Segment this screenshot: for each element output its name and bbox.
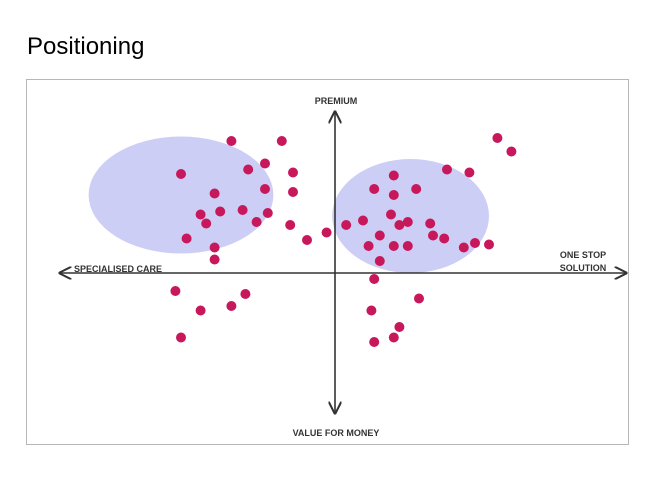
data-point-44: [369, 274, 380, 284]
data-point-22: [341, 220, 352, 230]
data-point-42: [484, 239, 494, 250]
data-point-40: [458, 242, 469, 253]
data-point-49: [226, 301, 237, 311]
page-title: Positioning: [27, 33, 145, 60]
axis-label-right-line-2: SOLUTION: [560, 263, 607, 273]
data-point-14: [201, 218, 212, 229]
data-point-25: [388, 170, 399, 181]
data-point-10: [195, 209, 206, 220]
data-point-28: [442, 164, 452, 175]
data-point-50: [195, 305, 206, 316]
data-point-34: [425, 218, 436, 229]
data-point-13: [262, 208, 273, 218]
data-point-3: [176, 169, 186, 179]
point-layer: [170, 133, 517, 347]
data-point-15: [251, 217, 262, 227]
data-point-5: [260, 158, 270, 169]
data-point-43: [374, 256, 385, 266]
data-point-27: [411, 184, 422, 194]
data-point-24: [369, 184, 380, 194]
data-point-23: [358, 215, 368, 226]
data-point-17: [181, 233, 192, 244]
data-point-37: [363, 241, 374, 251]
data-point-4: [243, 164, 254, 175]
data-point-16: [285, 220, 296, 230]
data-point-12: [237, 205, 248, 215]
data-point-31: [402, 217, 413, 227]
data-point-52: [414, 293, 424, 304]
data-point-18: [209, 242, 220, 253]
axis-label-top: PREMIUM: [315, 96, 358, 106]
data-point-20: [302, 235, 312, 245]
data-point-7: [209, 188, 220, 199]
data-point-39: [402, 241, 413, 251]
data-point-55: [388, 332, 399, 343]
data-point-38: [388, 241, 399, 251]
chart-frame: [26, 79, 629, 445]
data-point-53: [366, 305, 377, 316]
data-point-35: [428, 230, 438, 241]
data-point-29: [464, 167, 475, 178]
data-point-54: [394, 322, 405, 332]
data-point-19: [209, 254, 220, 265]
data-point-48: [240, 289, 251, 299]
axis-label-bottom: VALUE FOR MONEY: [293, 428, 380, 438]
cluster-ellipse-2: [332, 159, 489, 273]
data-point-45: [492, 133, 503, 143]
data-point-47: [170, 286, 181, 296]
data-point-6: [288, 167, 298, 178]
data-point-46: [506, 146, 517, 157]
cluster-layer: [88, 136, 489, 273]
data-point-30: [386, 209, 396, 220]
data-point-26: [388, 190, 399, 200]
data-point-33: [374, 230, 385, 241]
data-point-56: [369, 337, 380, 347]
data-point-51: [176, 332, 186, 343]
data-point-21: [321, 227, 332, 238]
data-point-11: [215, 206, 226, 217]
axis-label-right-line-1: ONE STOP: [560, 250, 606, 260]
data-point-36: [439, 233, 450, 244]
data-point-9: [288, 187, 298, 197]
data-point-41: [470, 238, 480, 248]
data-point-32: [394, 220, 405, 230]
data-point-1: [226, 136, 237, 146]
data-point-8: [260, 184, 270, 194]
data-point-2: [276, 136, 287, 146]
cluster-ellipse-1: [88, 136, 274, 254]
axis-label-left: SPECIALISED CARE: [74, 264, 162, 274]
